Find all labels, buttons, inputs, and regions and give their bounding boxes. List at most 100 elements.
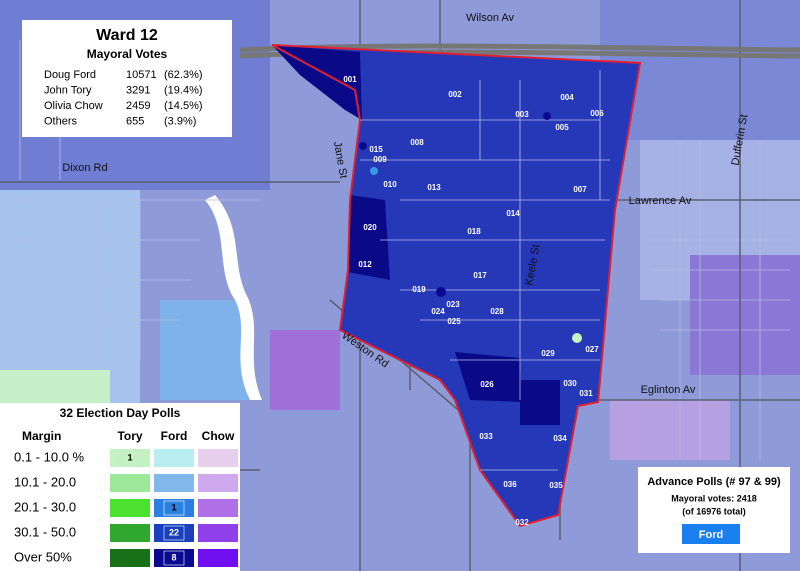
legend-row-label: Over 50%	[14, 549, 72, 564]
poll-label: 017	[473, 271, 487, 280]
poll-label: 031	[579, 389, 593, 398]
legend-row-label: 10.1 - 20.0	[14, 474, 76, 489]
legend-column: Ford	[161, 429, 188, 443]
legend-swatch	[154, 449, 194, 467]
poll-label: 018	[467, 227, 481, 236]
legend-swatch	[198, 549, 238, 567]
poll-label: 026	[480, 380, 494, 389]
legend-swatch	[154, 474, 194, 492]
legend-swatch	[110, 474, 150, 492]
river	[205, 195, 262, 400]
area	[610, 400, 730, 460]
legend-title: 32 Election Day Polls	[60, 406, 181, 420]
legend-swatch	[110, 524, 150, 542]
poll-area	[348, 195, 390, 280]
candidate-share: (14.5%)	[164, 100, 203, 112]
poll-label: 013	[427, 183, 441, 192]
poll-label: 006	[590, 109, 604, 118]
poll-label: 032	[515, 518, 529, 527]
poll-label: 019	[412, 285, 426, 294]
poll-area	[272, 45, 362, 120]
poll-site	[359, 142, 367, 150]
poll-label: 035	[549, 481, 563, 490]
poll-label: 029	[541, 349, 555, 358]
legend-count-box	[163, 550, 185, 566]
legend-count-box	[163, 525, 185, 541]
legend-count: 8	[171, 552, 176, 562]
legend-row-label: 0.1 - 10.0 %	[14, 449, 85, 464]
candidate-share: (62.3%)	[164, 69, 203, 81]
poll-label: 034	[553, 434, 567, 443]
poll-label: 003	[515, 110, 529, 119]
poll-site	[436, 287, 446, 297]
legend-row-label: 30.1 - 50.0	[14, 524, 76, 539]
advance-total: (of 16976 total)	[682, 506, 746, 516]
legend-row-label: 20.1 - 30.0	[14, 499, 76, 514]
legend-header: Margin	[22, 429, 61, 443]
poll-area	[455, 352, 522, 402]
legend-column: Chow	[202, 429, 235, 443]
advance-title: Advance Polls (# 97 & 99)	[647, 476, 781, 488]
winner-label: Ford	[699, 529, 723, 541]
legend-count: 1	[127, 452, 132, 462]
legend: Tory Ford Chow 0.1 - 10.0 % 1 10.1 - 20.0 20.1…	[14, 429, 238, 567]
minor-streets	[19, 40, 790, 460]
area	[690, 255, 800, 375]
poll-label: 007	[573, 185, 587, 194]
candidate-votes: 3291	[126, 84, 150, 96]
area	[160, 300, 250, 400]
candidate-share: (3.9%)	[164, 115, 196, 127]
area	[270, 330, 340, 410]
candidate-name: Others	[44, 115, 78, 127]
legend-swatch	[198, 499, 238, 517]
street-label: Eglinton Av	[641, 384, 696, 396]
poll-label: 036	[503, 480, 517, 489]
candidate-votes: 10571	[126, 69, 157, 81]
legend-column: Tory	[117, 429, 142, 443]
poll-label: 023	[446, 300, 460, 309]
candidate-votes: 655	[126, 115, 144, 127]
subtitle: Mayoral Votes	[87, 47, 168, 61]
candidate-votes: 2459	[126, 100, 150, 112]
candidate-name: Olivia Chow	[44, 100, 103, 112]
poll-site	[543, 112, 551, 120]
poll-label: 027	[585, 345, 599, 354]
legend-swatch	[110, 499, 150, 517]
street-label: Wilson Av	[466, 12, 515, 24]
poll-label: 024	[431, 307, 445, 316]
poll-site	[370, 167, 378, 175]
poll-label: 008	[410, 138, 424, 147]
candidate-name: John Tory	[44, 84, 92, 96]
legend-swatch	[110, 549, 150, 567]
legend-count: 1	[171, 502, 176, 512]
poll-area	[520, 380, 560, 425]
poll-label: 028	[490, 307, 504, 316]
legend-count: 22	[169, 527, 179, 537]
legend-swatch	[198, 474, 238, 492]
legend-count-box	[163, 500, 185, 516]
poll-label: 030	[563, 379, 577, 388]
candidate-share: (19.4%)	[164, 84, 203, 96]
street-label: Dixon Rd	[62, 162, 107, 174]
legend-count-box	[119, 450, 141, 466]
advance-votes: Mayoral votes: 2418	[671, 493, 757, 503]
poll-label: 012	[358, 260, 372, 269]
poll-label: 009	[373, 155, 387, 164]
legend-swatch	[198, 524, 238, 542]
poll-label: 010	[383, 180, 397, 189]
poll-label: 015	[369, 145, 383, 154]
poll-label: 014	[506, 209, 520, 218]
results-panel	[22, 20, 232, 137]
legend-swatch	[198, 449, 238, 467]
poll-label: 002	[448, 90, 462, 99]
poll-label: 001	[343, 75, 357, 84]
poll-boundaries	[360, 70, 610, 471]
poll-site	[572, 333, 582, 343]
poll-label: 020	[363, 223, 377, 232]
street-label: Lawrence Av	[629, 195, 692, 207]
poll-label: 004	[560, 93, 574, 102]
candidate-name: Doug Ford	[44, 69, 96, 81]
winner-badge	[682, 524, 740, 544]
